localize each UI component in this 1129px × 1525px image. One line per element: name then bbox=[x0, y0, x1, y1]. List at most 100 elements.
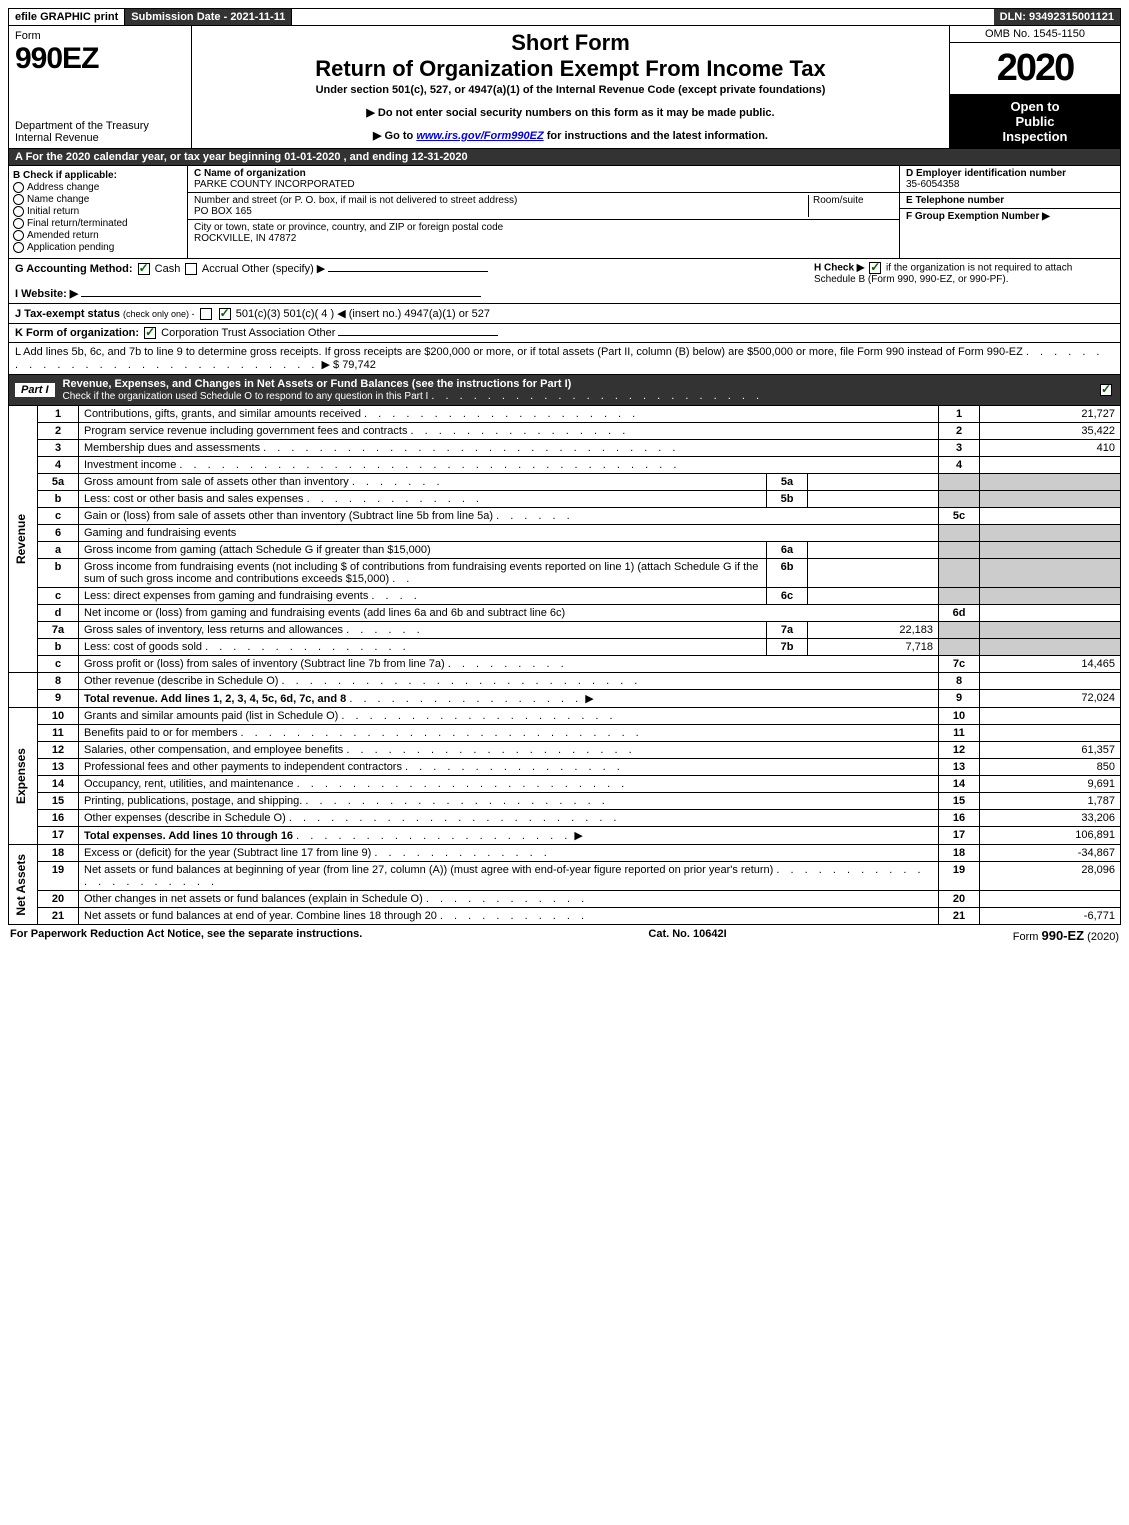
i-label: I Website: ▶ bbox=[15, 288, 78, 300]
h-label: H Check ▶ bbox=[814, 263, 864, 274]
part-1-header: Part I Revenue, Expenses, and Changes in… bbox=[8, 375, 1121, 406]
dept-line-1: Department of the Treasury bbox=[15, 120, 185, 132]
expenses-side-label: Expenses bbox=[14, 748, 28, 804]
line-21: 21 Net assets or fund balances at end of… bbox=[9, 908, 1121, 925]
line-9: 9 Total revenue. Add lines 1, 2, 3, 4, 5… bbox=[9, 690, 1121, 708]
line-20: 20 Other changes in net assets or fund b… bbox=[9, 891, 1121, 908]
form-number: 990EZ bbox=[15, 42, 185, 76]
line-5a: 5a Gross amount from sale of assets othe… bbox=[9, 474, 1121, 491]
g-label: G Accounting Method: bbox=[15, 263, 133, 275]
amount-15: 1,787 bbox=[980, 793, 1121, 810]
line-7a: 7a Gross sales of inventory, less return… bbox=[9, 622, 1121, 639]
line-6c: c Less: direct expenses from gaming and … bbox=[9, 588, 1121, 605]
inspection-line-3: Inspection bbox=[952, 129, 1118, 144]
tax-year: 2020 bbox=[950, 43, 1120, 95]
l-amount: $ 79,742 bbox=[333, 359, 376, 371]
header-left: Form 990EZ Department of the Treasury In… bbox=[9, 26, 192, 148]
h-check-box: H Check ▶ if the organization is not req… bbox=[814, 262, 1114, 300]
irs-link[interactable]: www.irs.gov/Form990EZ bbox=[416, 130, 543, 142]
notice-1: ▶ Do not enter social security numbers o… bbox=[200, 106, 941, 119]
notice-2: ▶ Go to www.irs.gov/Form990EZ for instru… bbox=[200, 129, 941, 142]
org-city: ROCKVILLE, IN 47872 bbox=[194, 233, 893, 244]
footer-center: Cat. No. 10642I bbox=[648, 928, 726, 943]
chk-schedule-o-part1[interactable] bbox=[1100, 384, 1112, 396]
line-1: Revenue 1 Contributions, gifts, grants, … bbox=[9, 406, 1121, 423]
notice-2-pre: ▶ Go to bbox=[373, 130, 416, 142]
part-1-number: Part I bbox=[15, 383, 55, 397]
amount-21: -6,771 bbox=[980, 908, 1121, 925]
chk-corporation[interactable] bbox=[144, 327, 156, 339]
submission-date: Submission Date - 2021-11-11 bbox=[125, 9, 292, 25]
chk-amended-return[interactable]: Amended return bbox=[13, 230, 183, 241]
j-sub: (check only one) - bbox=[123, 309, 195, 319]
amount-7c: 14,465 bbox=[980, 656, 1121, 673]
telephone-label: E Telephone number bbox=[906, 195, 1114, 206]
form-word: Form bbox=[15, 30, 185, 42]
ein-label: D Employer identification number bbox=[906, 168, 1114, 179]
amount-19: 28,096 bbox=[980, 862, 1121, 891]
short-form-title: Short Form bbox=[200, 30, 941, 56]
page-footer: For Paperwork Reduction Act Notice, see … bbox=[8, 925, 1121, 946]
line-6: 6 Gaming and fundraising events bbox=[9, 525, 1121, 542]
footer-left: For Paperwork Reduction Act Notice, see … bbox=[10, 928, 362, 943]
chk-schedule-b[interactable] bbox=[869, 262, 881, 274]
omb-number: OMB No. 1545-1150 bbox=[950, 26, 1120, 43]
row-a-tax-year: A For the 2020 calendar year, or tax yea… bbox=[8, 149, 1121, 166]
entity-block: B Check if applicable: Address change Na… bbox=[8, 166, 1121, 259]
chk-501c[interactable] bbox=[219, 308, 231, 320]
addr-label: Number and street (or P. O. box, if mail… bbox=[194, 195, 808, 206]
line-11: 11 Benefits paid to or for members . . .… bbox=[9, 725, 1121, 742]
line-5c: c Gain or (loss) from sale of assets oth… bbox=[9, 508, 1121, 525]
org-name: PARKE COUNTY INCORPORATED bbox=[194, 179, 893, 190]
amount-3: 410 bbox=[980, 440, 1121, 457]
amount-9: 72,024 bbox=[980, 690, 1121, 708]
efile-print-label[interactable]: efile GRAPHIC print bbox=[9, 9, 125, 25]
chk-501c3[interactable] bbox=[200, 308, 212, 320]
l-text: L Add lines 5b, 6c, and 7b to line 9 to … bbox=[15, 346, 1026, 358]
top-bar: efile GRAPHIC print Submission Date - 20… bbox=[8, 8, 1121, 26]
part-1-title: Revenue, Expenses, and Changes in Net As… bbox=[63, 378, 572, 390]
line-6b: b Gross income from fundraising events (… bbox=[9, 559, 1121, 588]
notice-2-post: for instructions and the latest informat… bbox=[544, 130, 768, 142]
chk-final-return[interactable]: Final return/terminated bbox=[13, 218, 183, 229]
org-address: PO BOX 165 bbox=[194, 206, 808, 217]
k-label: K Form of organization: bbox=[15, 327, 139, 339]
main-title: Return of Organization Exempt From Incom… bbox=[200, 56, 941, 82]
group-exemption-label: F Group Exemption Number ▶ bbox=[906, 211, 1114, 222]
line-8: 8 Other revenue (describe in Schedule O)… bbox=[9, 673, 1121, 690]
chk-initial-return[interactable]: Initial return bbox=[13, 206, 183, 217]
line-15: 15 Printing, publications, postage, and … bbox=[9, 793, 1121, 810]
amount-2: 35,422 bbox=[980, 423, 1121, 440]
amount-16: 33,206 bbox=[980, 810, 1121, 827]
inspection-line-1: Open to bbox=[952, 99, 1118, 114]
city-label: City or town, state or province, country… bbox=[194, 222, 893, 233]
chk-address-change[interactable]: Address change bbox=[13, 182, 183, 193]
line-2: 2 Program service revenue including gove… bbox=[9, 423, 1121, 440]
column-b-checkboxes: B Check if applicable: Address change Na… bbox=[9, 166, 188, 258]
amount-18: -34,867 bbox=[980, 845, 1121, 862]
org-name-label: C Name of organization bbox=[194, 168, 893, 179]
amount-17: 106,891 bbox=[980, 827, 1121, 845]
chk-accrual[interactable] bbox=[185, 263, 197, 275]
ein-value: 35-6054358 bbox=[906, 179, 1114, 190]
header-center: Short Form Return of Organization Exempt… bbox=[192, 26, 949, 148]
line-5b: b Less: cost or other basis and sales ex… bbox=[9, 491, 1121, 508]
row-l-gross-receipts: L Add lines 5b, 6c, and 7b to line 9 to … bbox=[8, 343, 1121, 375]
revenue-side-label: Revenue bbox=[14, 514, 28, 564]
row-k-org-form: K Form of organization: Corporation Trus… bbox=[8, 324, 1121, 343]
k-opts: Corporation Trust Association Other bbox=[161, 327, 335, 339]
form-header: Form 990EZ Department of the Treasury In… bbox=[8, 26, 1121, 149]
row-j-tax-exempt: J Tax-exempt status (check only one) - 5… bbox=[8, 304, 1121, 324]
line-16: 16 Other expenses (describe in Schedule … bbox=[9, 810, 1121, 827]
chk-cash[interactable] bbox=[138, 263, 150, 275]
line-18: Net Assets 18 Excess or (deficit) for th… bbox=[9, 845, 1121, 862]
chk-name-change[interactable]: Name change bbox=[13, 194, 183, 205]
col-b-label: B Check if applicable: bbox=[13, 170, 183, 181]
column-c-org-info: C Name of organization PARKE COUNTY INCO… bbox=[188, 166, 899, 258]
inspection-line-2: Public bbox=[952, 114, 1118, 129]
footer-right: Form 990-EZ (2020) bbox=[1013, 928, 1119, 943]
chk-application-pending[interactable]: Application pending bbox=[13, 242, 183, 253]
part-1-table: Revenue 1 Contributions, gifts, grants, … bbox=[8, 406, 1121, 925]
line-4: 4 Investment income . . . . . . . . . . … bbox=[9, 457, 1121, 474]
amount-12: 61,357 bbox=[980, 742, 1121, 759]
